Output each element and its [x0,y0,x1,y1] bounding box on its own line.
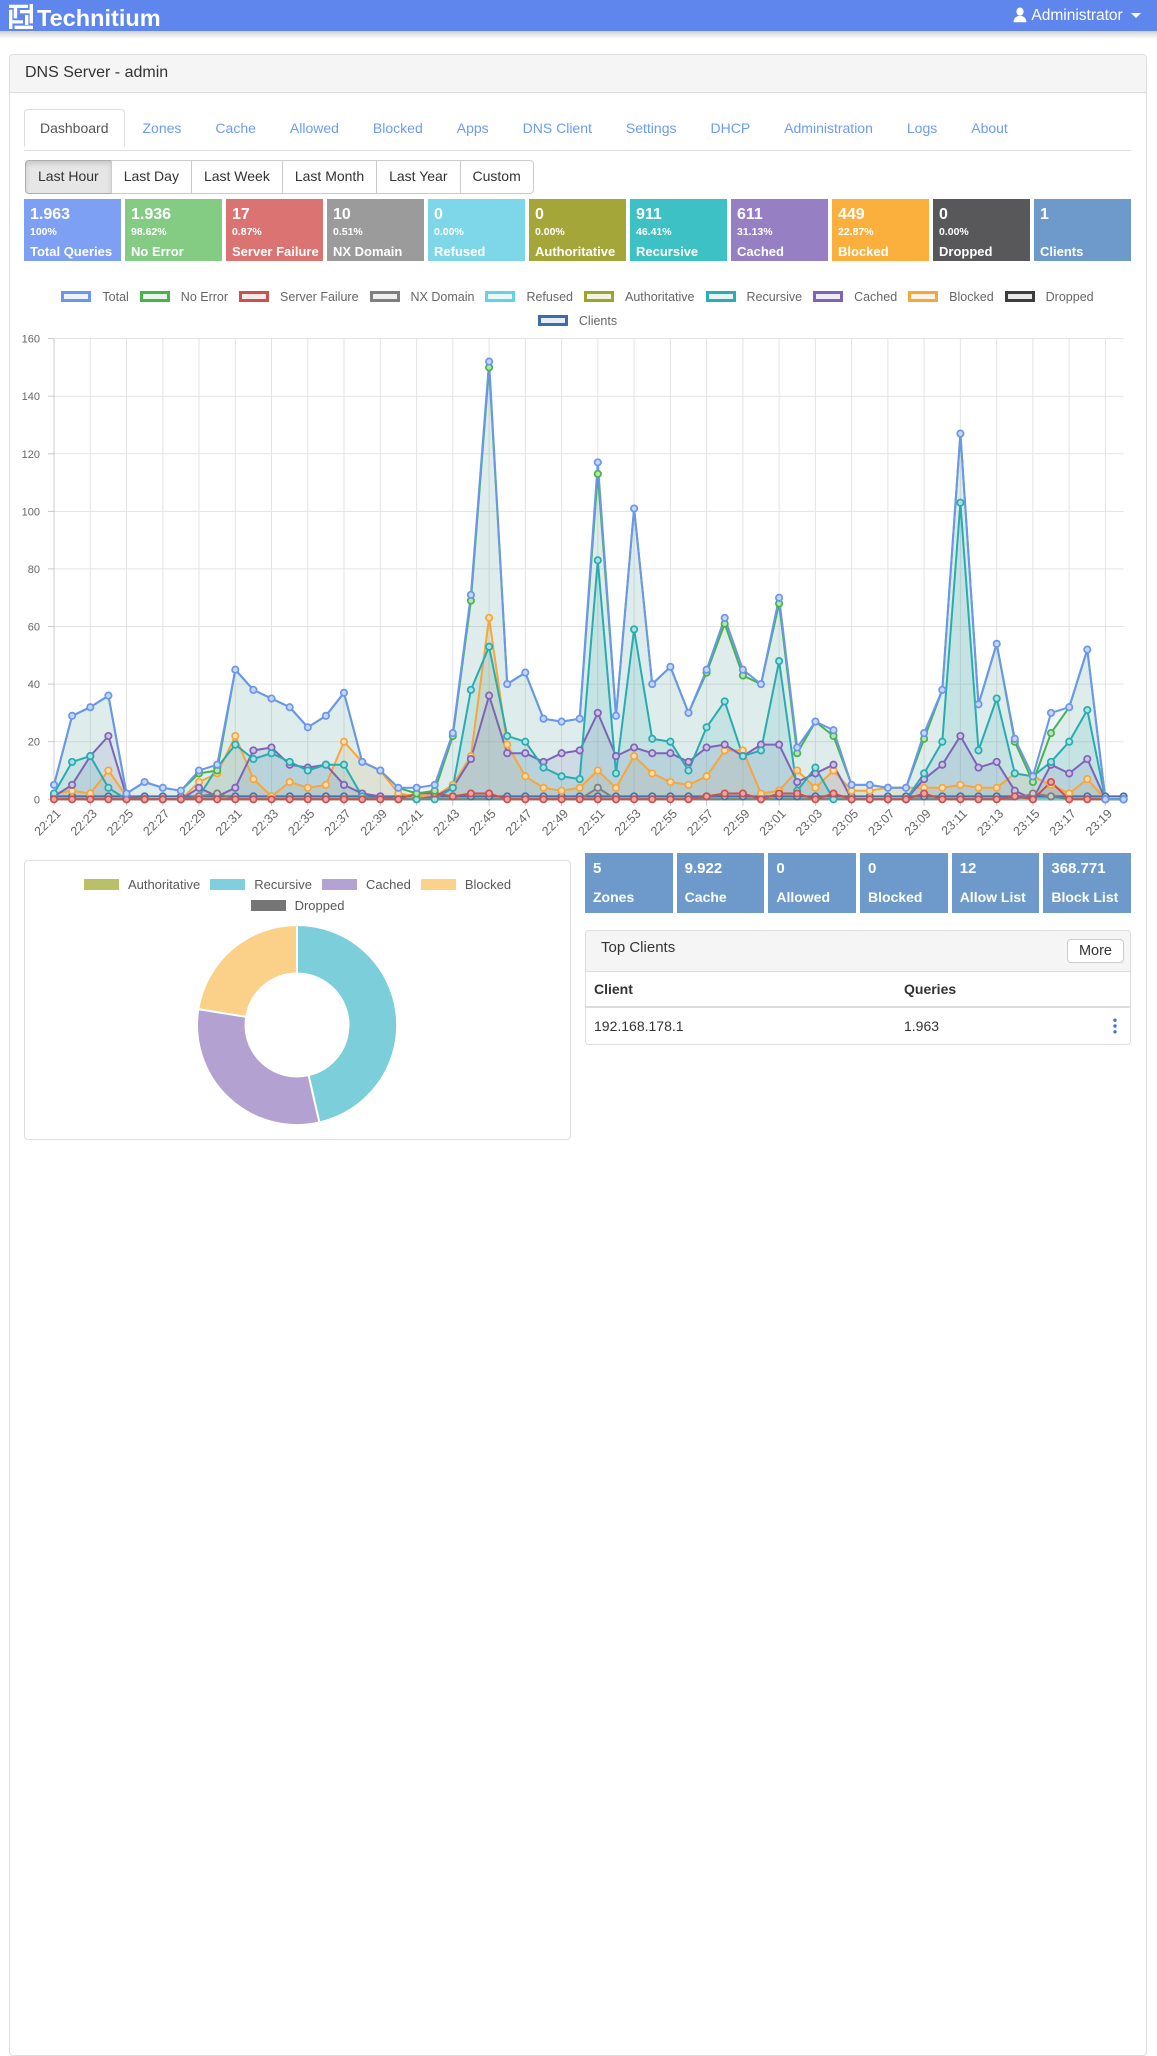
svg-text:22:51: 22:51 [575,806,607,838]
svg-text:140: 140 [22,391,40,403]
svg-text:120: 120 [22,449,40,461]
svg-text:22:57: 22:57 [684,806,716,838]
svg-text:23:05: 23:05 [829,806,861,838]
svg-text:80: 80 [28,564,40,576]
svg-text:23:19: 23:19 [1083,806,1115,838]
svg-text:22:35: 22:35 [285,806,317,838]
svg-text:22:53: 22:53 [612,806,644,838]
svg-text:20: 20 [28,737,40,749]
svg-text:22:29: 22:29 [177,806,209,838]
svg-text:23:15: 23:15 [1011,806,1043,838]
svg-text:22:23: 22:23 [68,806,100,838]
svg-text:23:03: 23:03 [793,806,825,838]
svg-text:22:25: 22:25 [104,806,136,838]
svg-text:160: 160 [22,334,40,346]
svg-text:22:41: 22:41 [394,806,426,838]
svg-text:22:47: 22:47 [503,806,535,838]
svg-text:22:33: 22:33 [249,806,281,838]
svg-text:23:11: 23:11 [939,806,970,837]
svg-text:23:17: 23:17 [1047,806,1079,838]
svg-text:23:07: 23:07 [866,806,898,838]
svg-text:22:39: 22:39 [358,806,390,838]
svg-text:23:09: 23:09 [902,806,934,838]
svg-text:40: 40 [28,679,40,691]
svg-text:22:55: 22:55 [648,806,680,838]
svg-text:0: 0 [34,794,40,806]
svg-text:22:49: 22:49 [539,806,571,838]
svg-text:23:01: 23:01 [757,806,789,838]
svg-text:23:13: 23:13 [974,806,1006,838]
svg-text:22:21: 22:21 [32,806,64,838]
svg-text:22:31: 22:31 [213,806,245,838]
svg-text:22:37: 22:37 [322,806,354,838]
svg-text:22:59: 22:59 [721,806,753,838]
svg-text:22:27: 22:27 [140,806,172,838]
svg-text:22:43: 22:43 [430,806,462,838]
svg-text:100: 100 [22,506,40,518]
svg-text:60: 60 [28,622,40,634]
svg-text:22:45: 22:45 [467,806,499,838]
